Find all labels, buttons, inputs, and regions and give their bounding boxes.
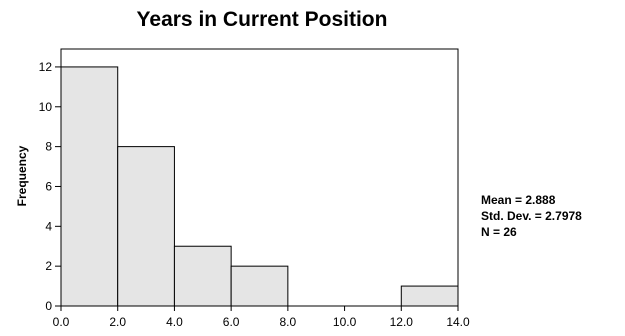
- stat-n: N = 26: [481, 225, 517, 239]
- bar-2: [173, 245, 232, 307]
- y-tick-label: 12: [39, 60, 53, 74]
- y-tick-label: 2: [45, 259, 52, 273]
- y-tick-label: 0: [45, 299, 52, 313]
- x-tick-label: 10.0: [333, 315, 357, 329]
- x-tick-label: 8.0: [280, 315, 297, 329]
- x-axis: 0.0 2.0 4.0 6.0 8.0 10.0 12.0 14.0: [53, 306, 470, 329]
- x-tick-label: 0.0: [53, 315, 70, 329]
- x-tick-label: 4.0: [166, 315, 183, 329]
- stat-mean: Mean = 2.888: [481, 193, 556, 207]
- x-tick-label: 2.0: [109, 315, 126, 329]
- bars: [60, 66, 459, 307]
- y-tick-label: 10: [39, 100, 53, 114]
- bar-1: [117, 146, 175, 307]
- chart-title: Years in Current Position: [137, 8, 388, 31]
- y-axis-label: Frequency: [15, 145, 29, 206]
- bar-6: [400, 285, 459, 307]
- stat-std-dev: Std. Dev. = 2.7978: [481, 209, 582, 223]
- y-tick-label: 4: [45, 219, 52, 233]
- x-tick-label: 12.0: [390, 315, 414, 329]
- bar-0: [60, 66, 119, 307]
- x-tick-label: 14.0: [446, 315, 470, 329]
- statistics-legend: Mean = 2.888 Std. Dev. = 2.7978 N = 26: [481, 193, 582, 239]
- x-tick-label: 6.0: [223, 315, 240, 329]
- y-tick-label: 6: [45, 179, 52, 193]
- y-axis: 0 2 4 6 8 10 12: [39, 60, 61, 313]
- y-tick-label: 8: [45, 140, 52, 154]
- bar-3: [230, 265, 289, 307]
- plot-frame: [60, 48, 459, 307]
